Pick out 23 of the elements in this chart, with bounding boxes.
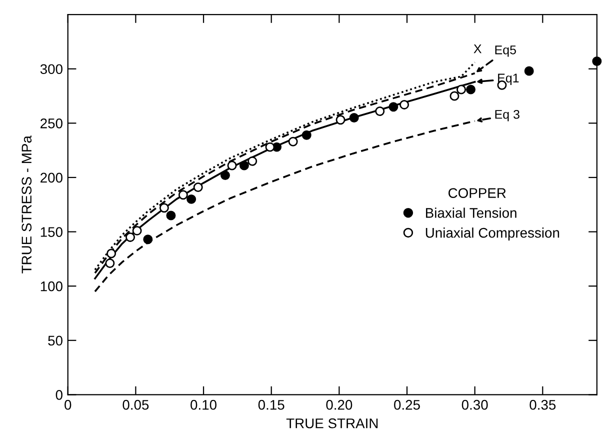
y-tick-label: 200 — [40, 172, 62, 183]
x-tick-label: 0.25 — [394, 400, 420, 410]
x-tick-label: 0.30 — [462, 400, 488, 410]
y-tick-label: 150 — [40, 227, 62, 237]
x-tick-label: 0.15 — [258, 400, 284, 410]
legend-title: COPPER — [448, 188, 506, 198]
legend-label: Eq 3 — [495, 110, 520, 122]
legend-label: Biaxial Tension — [426, 208, 516, 218]
y-tick-label: 250 — [40, 118, 62, 128]
legend-label: Uniaxial Compression — [426, 228, 560, 240]
x-tick-label: 0.10 — [190, 400, 216, 410]
x-tick-label: 0 — [64, 400, 72, 410]
x-tick-label: 0.05 — [122, 400, 149, 410]
y-tick-label: 100 — [40, 281, 62, 292]
series-label: X — [474, 44, 482, 54]
y-axis-title: TRUE STRESS - MPa — [22, 136, 32, 274]
y-tick-label: 0 — [56, 390, 62, 400]
text: Eq5 — [495, 46, 516, 57]
x-tick-label: 0.20 — [326, 400, 352, 410]
y-tick-label: 50 — [48, 336, 62, 346]
x-tick-label: 0.35 — [530, 400, 556, 410]
y-tick-label: 300 — [40, 64, 62, 74]
x-axis-title: TRUE STRAIN — [286, 418, 378, 428]
